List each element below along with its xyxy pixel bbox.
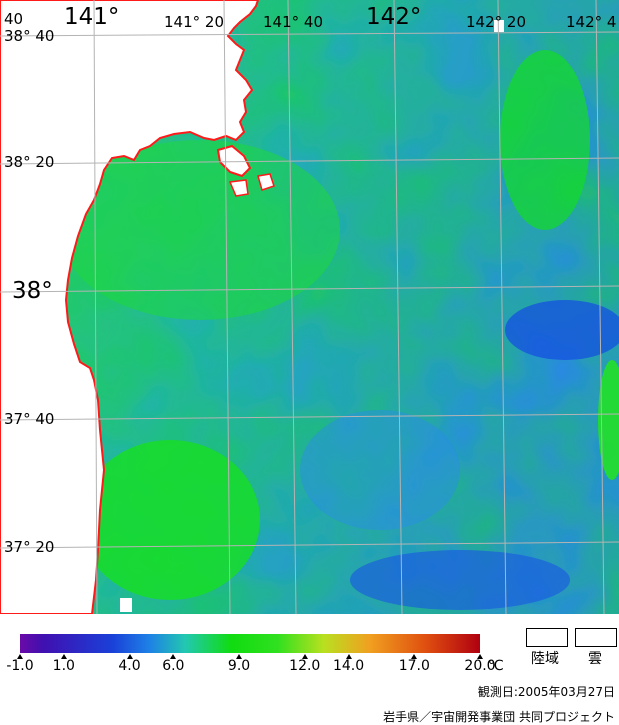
meridian (223, 0, 231, 614)
sst-map (0, 0, 619, 614)
meridian (393, 0, 403, 614)
scale-tick-label: 4.0 (118, 658, 141, 674)
scale-tick-label: 1.0 (52, 658, 75, 674)
scale-unit: ℃ (488, 658, 504, 674)
land-north (0, 0, 260, 614)
scale-tick (345, 654, 352, 659)
lon-label-cut: 40 (4, 10, 24, 28)
meridian (93, 0, 98, 614)
land-legend-swatch (526, 628, 568, 647)
island-2 (257, 173, 275, 191)
scale-tick (236, 654, 243, 659)
scale-tick-label: 9.0 (227, 658, 251, 674)
scale-tick (411, 654, 418, 659)
land-legend-label: 陸域 (531, 651, 559, 667)
cool-patch-mid (300, 410, 460, 530)
cool-patch-e (505, 300, 619, 360)
temperature-scale-bar (20, 634, 480, 653)
cloud-fleck-2 (120, 598, 132, 612)
lat-label-37-40: 37° 40 (4, 410, 55, 428)
scale-tick (60, 654, 67, 659)
cloud-fleck-1 (494, 20, 504, 32)
scale-tick-label: 14.0 (332, 658, 365, 674)
scale-tick-label: 17.0 (398, 658, 430, 674)
scale-tick (477, 654, 483, 659)
scale-tick (17, 654, 23, 659)
lat-label-38-20: 38° 20 (4, 153, 55, 171)
scale-tick-label: 6.0 (162, 658, 185, 674)
lat-label-38: 38° (12, 278, 53, 304)
meridian (595, 0, 605, 614)
lon-label-142-4: 142° 4 (566, 13, 617, 31)
meridian (287, 0, 297, 614)
parallel (0, 31, 619, 37)
scale-tick (170, 654, 177, 659)
parallel (0, 541, 619, 549)
lat-label-38-40: 38° 40 (4, 27, 55, 45)
cloud-legend-label: 雲 (588, 651, 602, 667)
lon-label-141-40: 141° 40 (263, 13, 323, 31)
scale-tick-label: -1.0 (6, 658, 34, 674)
lon-label-141: 141° (64, 4, 120, 30)
lon-label-142-20: 142° 20 (466, 13, 526, 31)
scale-tick (126, 654, 133, 659)
parallel (0, 157, 619, 165)
parallel (0, 413, 619, 421)
island-3 (228, 179, 249, 197)
meridian (497, 0, 507, 614)
graticule (0, 0, 619, 614)
lon-label-141-20: 141° 20 (164, 13, 224, 31)
scale-tick-label: 20.0 (464, 658, 496, 674)
observation-date: 観測日:2005年03月27日 (477, 685, 615, 699)
parallel (0, 285, 619, 293)
scale-tick-label: 12.0 (289, 658, 321, 674)
warm-patch-far-e (598, 360, 619, 480)
scale-tick (301, 654, 308, 659)
cloud-legend-swatch (575, 628, 617, 647)
warm-patch-ne (500, 50, 590, 230)
lon-label-142: 142° (366, 4, 422, 30)
lat-label-37-20: 37° 20 (4, 538, 55, 556)
credit-line: 岩手県／宇宙開発事業団 共同プロジェクト (383, 710, 615, 724)
warm-patch-sw (80, 440, 260, 600)
cool-patch-s (350, 550, 570, 610)
